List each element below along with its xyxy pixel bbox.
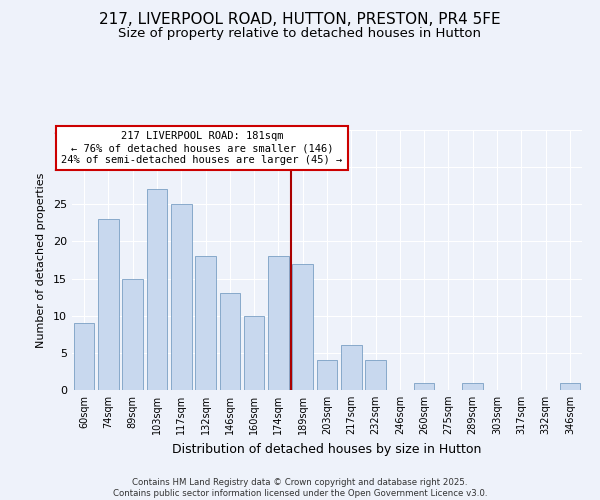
Bar bbox=[195, 256, 216, 390]
Bar bbox=[414, 382, 434, 390]
Text: Contains HM Land Registry data © Crown copyright and database right 2025.
Contai: Contains HM Land Registry data © Crown c… bbox=[113, 478, 487, 498]
Bar bbox=[365, 360, 386, 390]
Bar bbox=[317, 360, 337, 390]
Bar bbox=[98, 219, 119, 390]
Bar bbox=[146, 190, 167, 390]
Bar bbox=[268, 256, 289, 390]
Bar bbox=[341, 346, 362, 390]
Bar bbox=[560, 382, 580, 390]
Bar bbox=[122, 278, 143, 390]
Text: Size of property relative to detached houses in Hutton: Size of property relative to detached ho… bbox=[119, 28, 482, 40]
Y-axis label: Number of detached properties: Number of detached properties bbox=[36, 172, 46, 348]
X-axis label: Distribution of detached houses by size in Hutton: Distribution of detached houses by size … bbox=[172, 442, 482, 456]
Bar bbox=[292, 264, 313, 390]
Bar bbox=[74, 323, 94, 390]
Bar bbox=[220, 294, 240, 390]
Bar bbox=[463, 382, 483, 390]
Bar bbox=[171, 204, 191, 390]
Text: 217 LIVERPOOL ROAD: 181sqm
← 76% of detached houses are smaller (146)
24% of sem: 217 LIVERPOOL ROAD: 181sqm ← 76% of deta… bbox=[61, 132, 343, 164]
Text: 217, LIVERPOOL ROAD, HUTTON, PRESTON, PR4 5FE: 217, LIVERPOOL ROAD, HUTTON, PRESTON, PR… bbox=[99, 12, 501, 28]
Bar bbox=[244, 316, 265, 390]
